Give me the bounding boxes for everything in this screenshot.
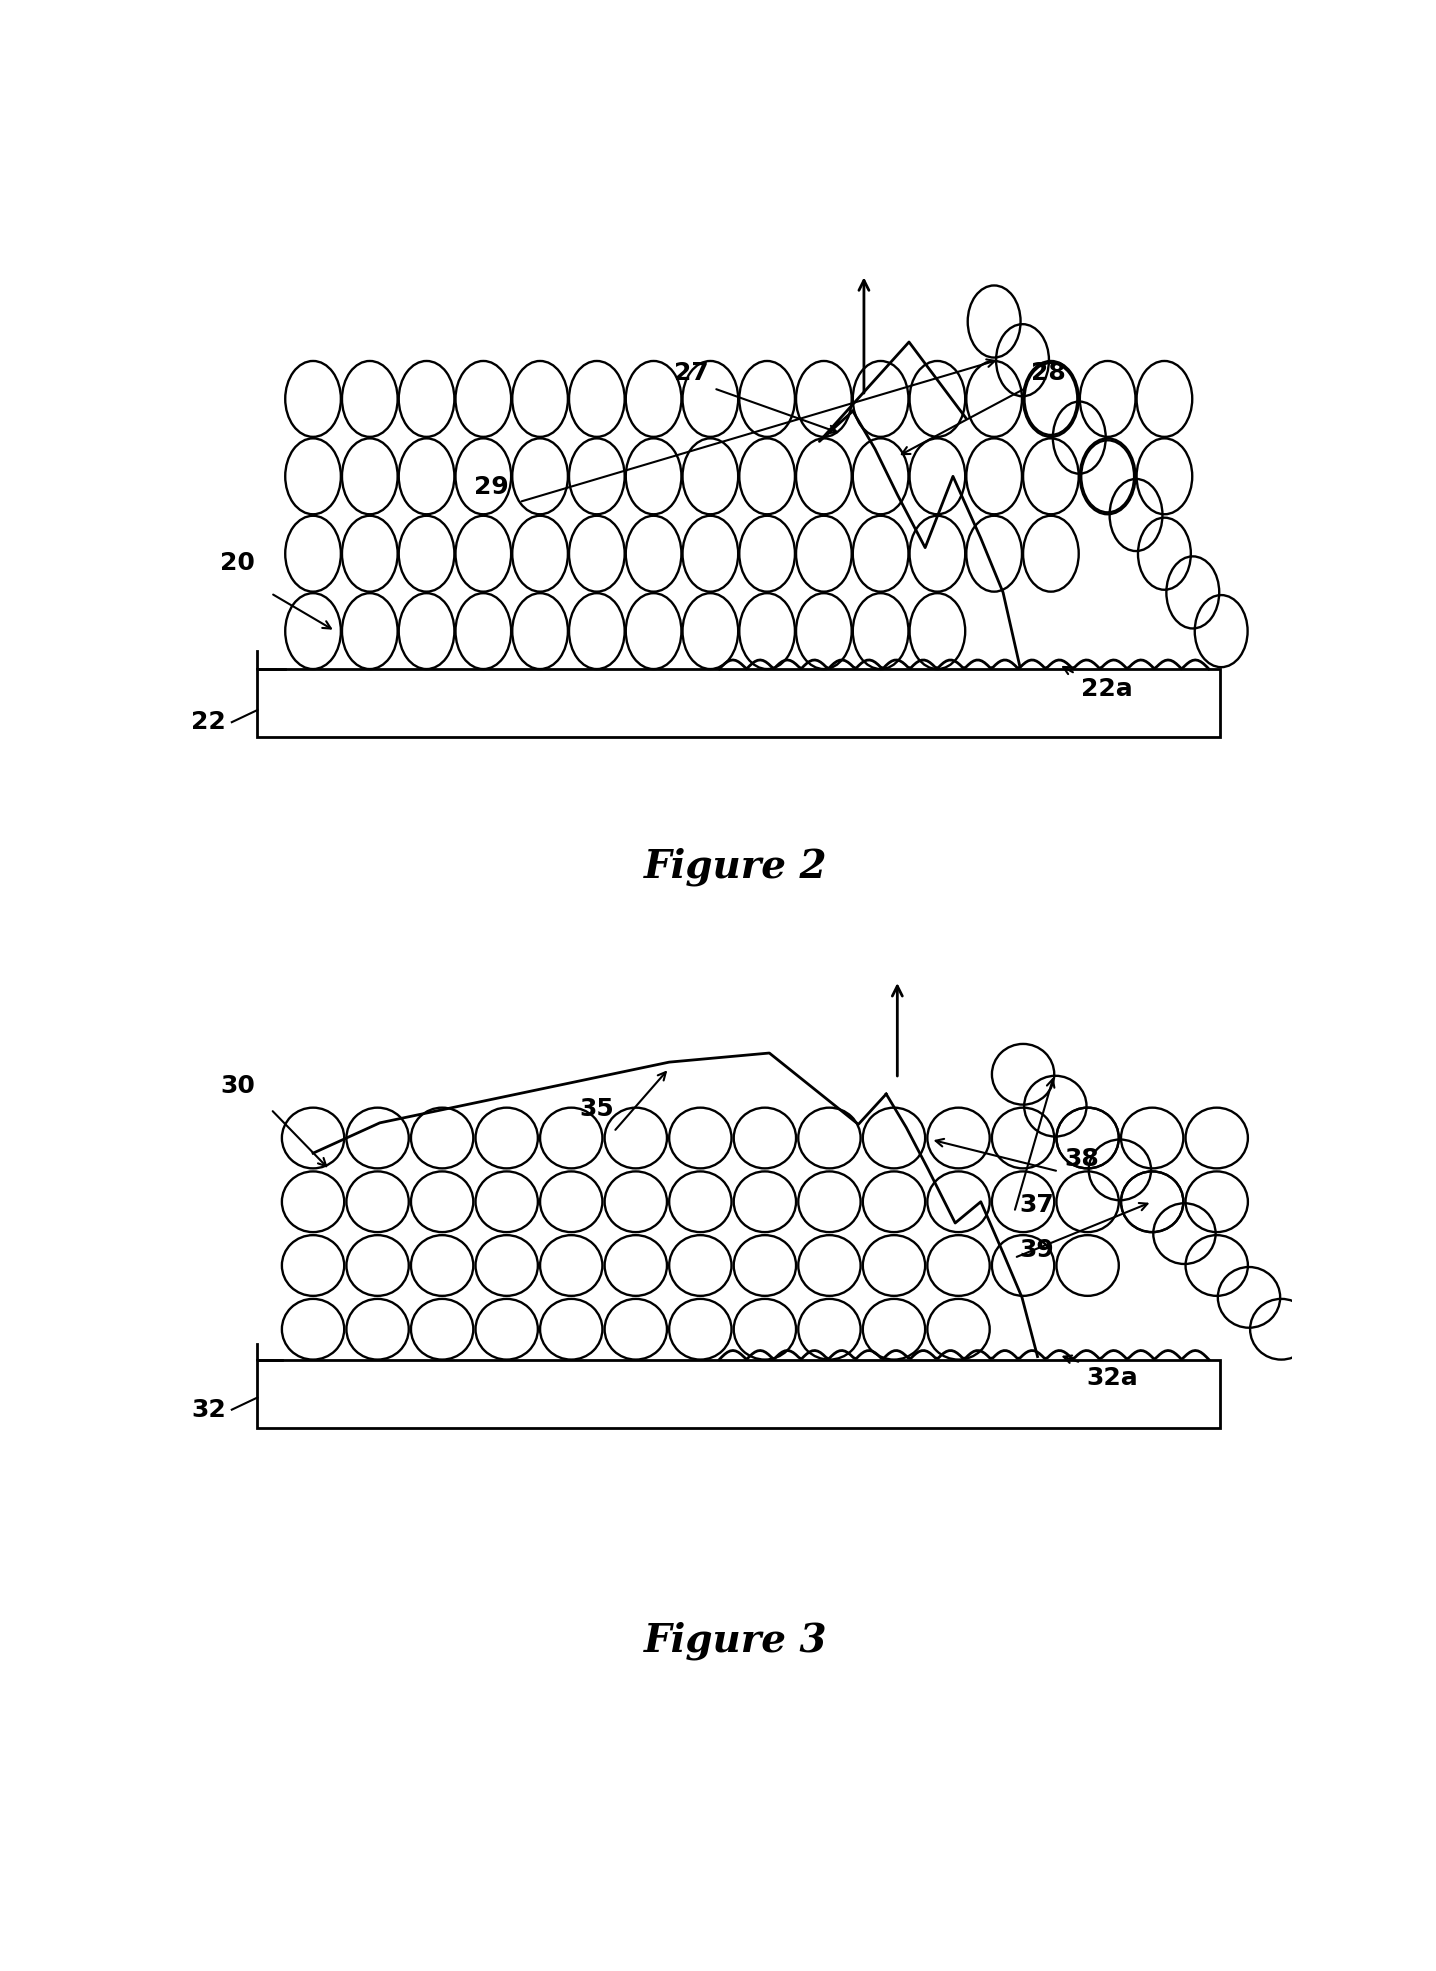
Text: 30: 30: [220, 1074, 254, 1098]
Text: 37: 37: [1020, 1192, 1054, 1216]
Text: Figure 2: Figure 2: [645, 848, 827, 885]
Text: Figure 3: Figure 3: [645, 1620, 827, 1660]
Text: 39: 39: [1020, 1238, 1054, 1261]
Text: 32a: 32a: [1087, 1366, 1139, 1390]
Text: 20: 20: [220, 550, 254, 576]
Text: 28: 28: [1031, 361, 1066, 384]
Text: 22a: 22a: [1081, 676, 1133, 702]
Text: 22: 22: [191, 710, 227, 733]
Bar: [257, 1360, 1221, 1427]
Text: 27: 27: [673, 361, 709, 384]
Text: 35: 35: [580, 1098, 615, 1121]
Text: 32: 32: [191, 1397, 227, 1421]
Bar: [257, 668, 1221, 737]
Text: 29: 29: [474, 475, 508, 499]
Text: 38: 38: [1064, 1147, 1099, 1171]
